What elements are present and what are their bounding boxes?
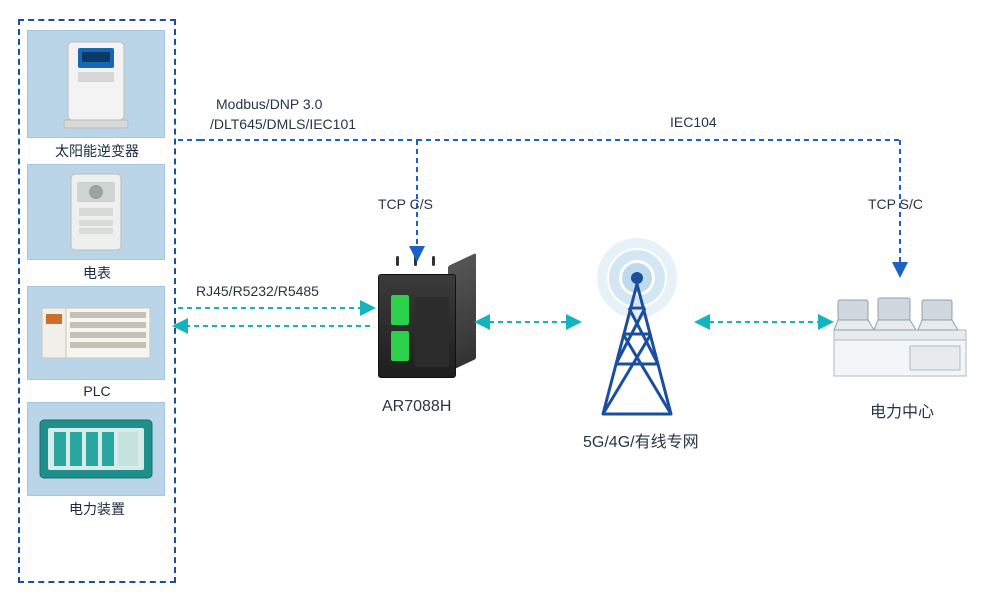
device-card-power: 电力装置 xyxy=(27,402,167,519)
router-label: AR7088H xyxy=(382,398,451,416)
power-center xyxy=(830,280,970,390)
device-card-inverter: 太阳能逆变器 xyxy=(27,30,167,161)
power-device-image xyxy=(27,402,165,496)
device-label-plc: PLC xyxy=(27,383,167,399)
tower-label: 5G/4G/有线专网 xyxy=(583,428,699,452)
meter-image xyxy=(27,164,165,260)
cell-tower xyxy=(573,234,701,419)
center-label: 电力中心 xyxy=(870,398,934,422)
inverter-image xyxy=(27,30,165,138)
serial-label: RJ45/R5232/R5485 xyxy=(196,283,319,299)
tcp-left-label: TCP C/S xyxy=(378,196,433,212)
plc-image xyxy=(27,286,165,380)
protocol-label-line2: /DLT645/DMLS/IEC101 xyxy=(210,116,356,132)
device-card-plc: PLC xyxy=(27,286,167,399)
device-label-meter: 电表 xyxy=(27,263,167,283)
devices-panel: 太阳能逆变器 电表 xyxy=(18,19,176,583)
device-card-meter: 电表 xyxy=(27,164,167,283)
tcp-right-label: TCP S/C xyxy=(868,196,923,212)
device-label-inverter: 太阳能逆变器 xyxy=(27,141,167,161)
device-label-power: 电力装置 xyxy=(27,499,167,519)
iec-label: IEC104 xyxy=(670,114,717,130)
router-device xyxy=(370,262,478,380)
protocol-label-line1: Modbus/DNP 3.0 xyxy=(216,96,322,112)
